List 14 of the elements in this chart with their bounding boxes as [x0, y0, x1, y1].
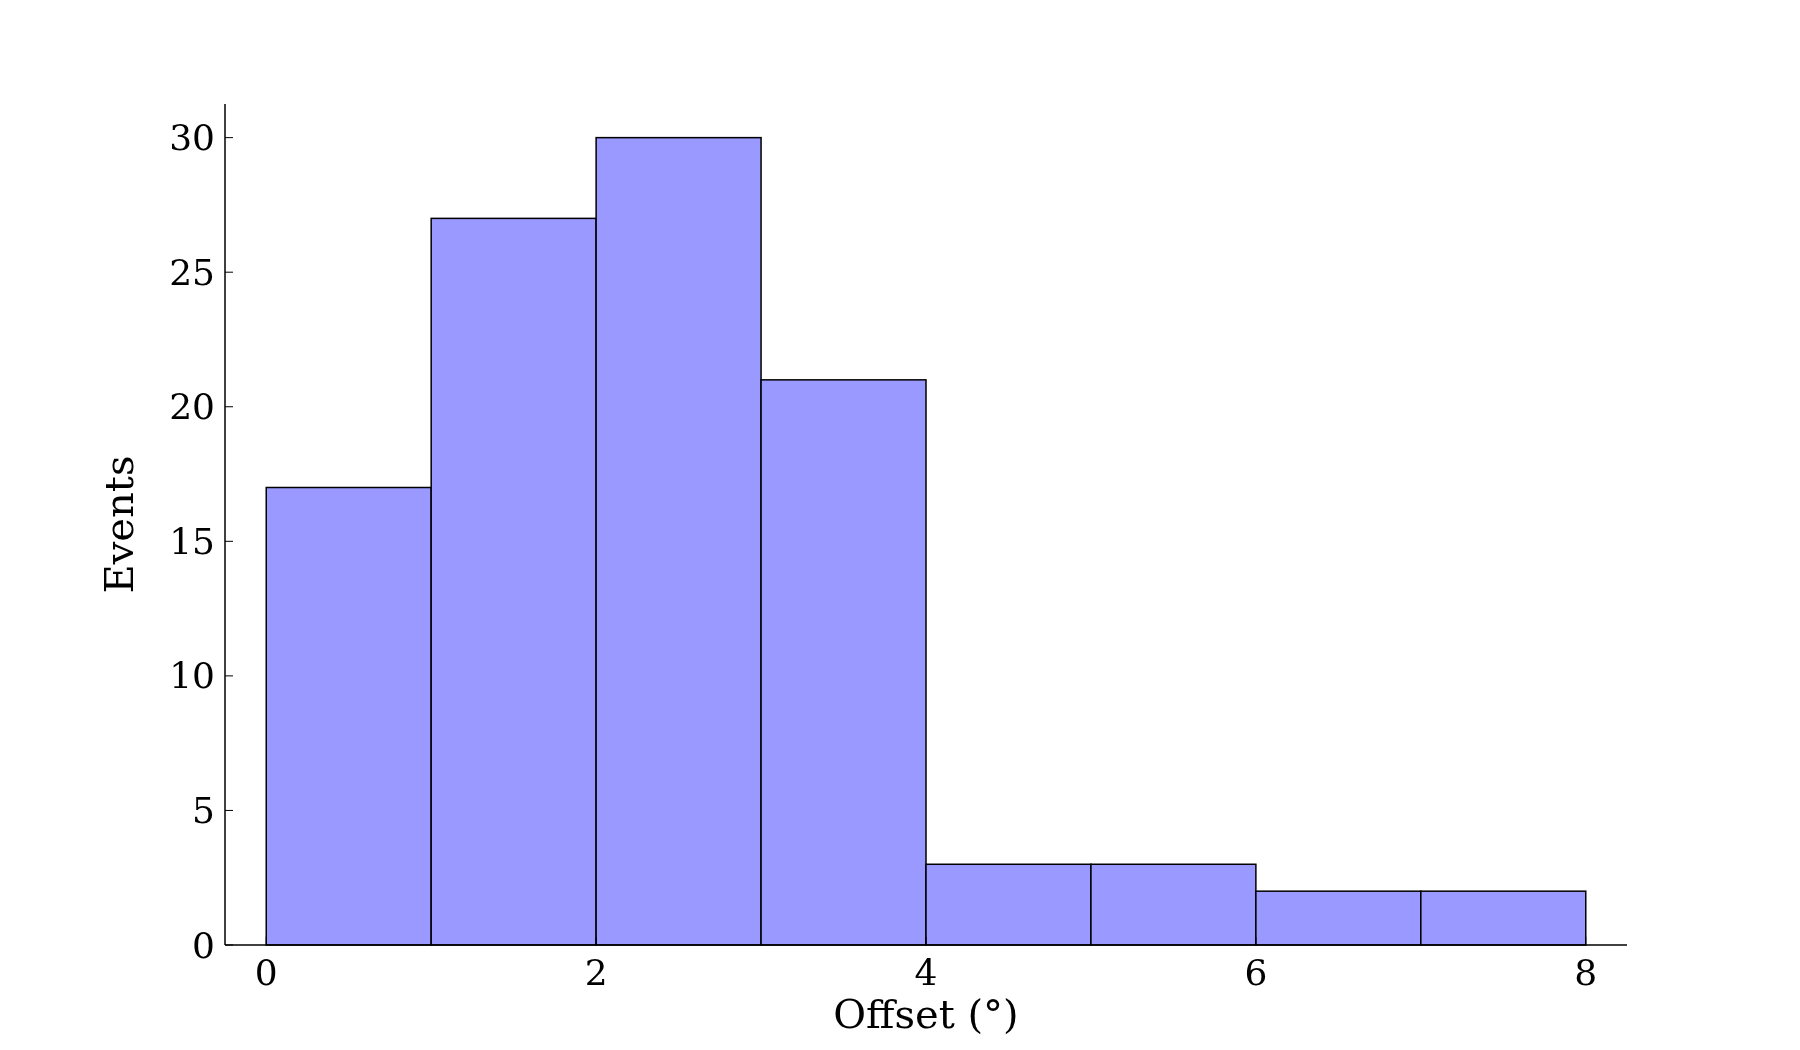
- y-tick-label: 15: [169, 520, 215, 562]
- y-tick-label: 30: [169, 117, 215, 159]
- y-tick-label: 25: [169, 251, 215, 293]
- x-tick-label: 0: [254, 952, 278, 993]
- y-axis-title: Events: [96, 455, 142, 594]
- x-tick-label: 2: [584, 952, 608, 993]
- y-tick-label: 10: [169, 655, 215, 697]
- x-tick-label: 8: [1574, 952, 1598, 993]
- x-axis-title: Offset (°): [833, 991, 1019, 1037]
- y-tick-label: 0: [192, 924, 215, 966]
- x-tick-label: 4: [914, 952, 938, 993]
- y-tick-label: 20: [169, 386, 215, 428]
- x-tick-label: 6: [1244, 952, 1268, 993]
- y-tick-label: 5: [192, 790, 215, 832]
